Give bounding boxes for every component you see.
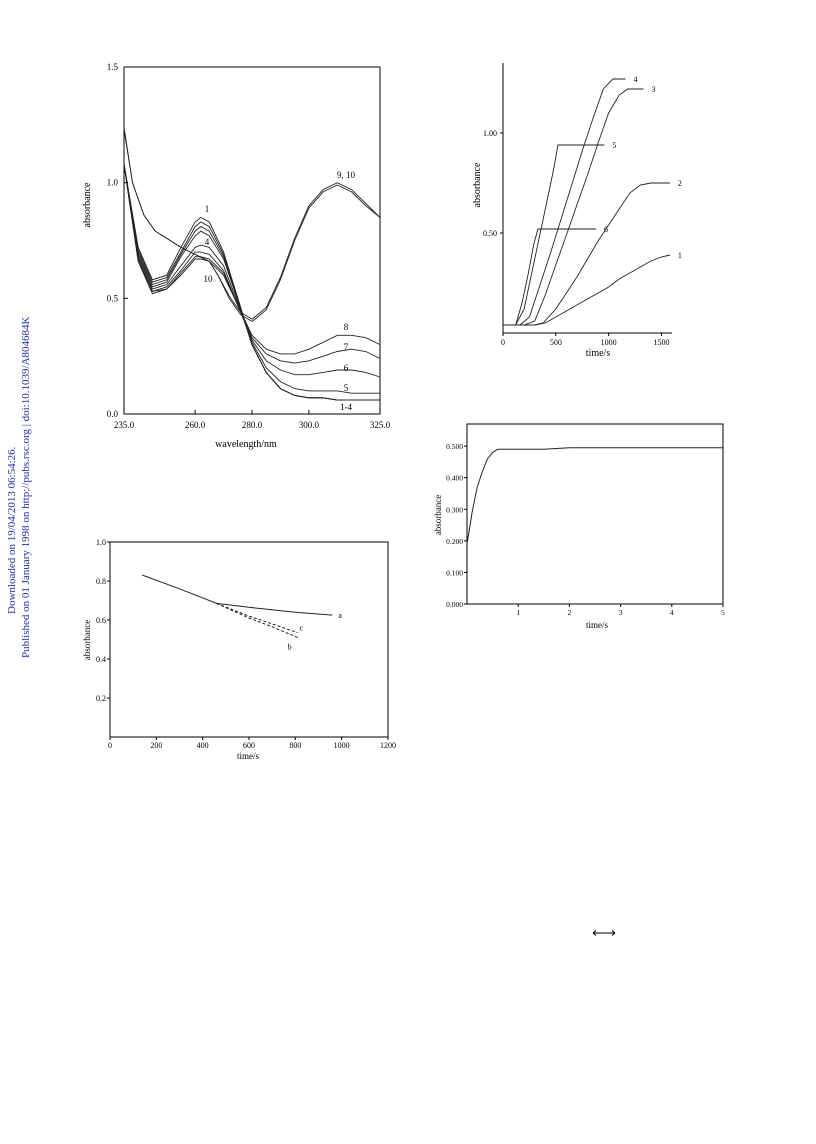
fast-ylabel: absorbance bbox=[433, 495, 443, 535]
decay-xtick-label-3: 600 bbox=[243, 741, 255, 750]
fast-ticks: 1 2 3 4 5 0.000 0.100 0.200 0.300 0.400 0.500 bbox=[446, 442, 725, 617]
spectra-series-9-10 bbox=[123, 129, 381, 323]
kinetics-xlabel: time/s bbox=[586, 348, 611, 359]
decay-ytick-label-2: 0.6 bbox=[96, 616, 106, 625]
curve-label-4: 4 bbox=[205, 237, 210, 247]
spectra-xtick-label-4: 325.0 bbox=[370, 420, 391, 430]
curve-label-5: 5 bbox=[344, 383, 349, 393]
kinetics-curve-label-4: 4 bbox=[634, 75, 638, 84]
decay-label-b: b bbox=[288, 643, 292, 652]
kinetics-series-3 bbox=[503, 88, 644, 326]
fast-ytick-label-4: 0.400 bbox=[446, 474, 463, 483]
curve-label-1-4: 1-4 bbox=[340, 402, 352, 412]
spectra-ytick-label-1: 0.5 bbox=[107, 293, 119, 303]
decay-xlabel: time/s bbox=[237, 751, 259, 761]
spectra-xtick-label-0: 235.0 bbox=[114, 420, 135, 430]
spectra-series-group bbox=[123, 127, 381, 401]
spectra-ytick-label-2: 1.0 bbox=[107, 178, 119, 188]
decay-label-c: c bbox=[300, 624, 304, 633]
spectra-series-2 bbox=[123, 164, 380, 401]
fast-xtick-label-4: 5 bbox=[721, 608, 725, 617]
kinetics-curve-label-1: 1 bbox=[678, 251, 682, 260]
kinetics-series-2 bbox=[503, 182, 670, 326]
decay-xtick-label-5: 1000 bbox=[334, 741, 350, 750]
decay-frame bbox=[109, 541, 389, 738]
fast-ytick-label-5: 0.500 bbox=[446, 442, 463, 451]
decay-xtick-label-4: 800 bbox=[289, 741, 301, 750]
fast-series-0 bbox=[466, 447, 723, 545]
spectra-chart: 235.0 260.0 280.0 300.0 325.0 0.0 0.5 1.0 1.5 wa… bbox=[82, 62, 391, 450]
spectra-xlabel: wavelength/nm bbox=[215, 439, 277, 450]
spectra-series-7 bbox=[123, 164, 381, 364]
spectra-series-10 bbox=[123, 127, 381, 320]
decay-series-b bbox=[216, 602, 298, 638]
fast-xtick-label-1: 2 bbox=[568, 608, 572, 617]
spectra-frame bbox=[123, 66, 381, 415]
kinetics-xtick-label-3: 1500 bbox=[653, 338, 669, 347]
curve-label-1: 1 bbox=[205, 204, 210, 214]
double-arrow-icon bbox=[592, 930, 616, 936]
decay-series-a bbox=[142, 574, 333, 616]
decay-ytick-label-1: 0.4 bbox=[96, 655, 106, 664]
fast-xtick-label-2: 3 bbox=[619, 608, 623, 617]
decay-xtick-label-1: 200 bbox=[150, 741, 162, 750]
kinetics-ticks: 0 500 1000 1500 0.50 1.00 bbox=[483, 129, 669, 347]
fast-xtick-label-3: 4 bbox=[670, 608, 674, 617]
fast-series-group bbox=[466, 447, 723, 545]
spectra-series-6 bbox=[123, 164, 381, 378]
spectra-ylabel: absorbance bbox=[82, 182, 93, 228]
kinetics-chart: 1 2 3 4 5 6 0 500 1000 1500 0.50 1.00 time/s absor… bbox=[472, 63, 682, 359]
decay-series-group: a b c bbox=[142, 574, 342, 652]
fast-ytick-label-0: 0.000 bbox=[446, 600, 463, 609]
decay-ytick-label-0: 0.2 bbox=[96, 694, 106, 703]
decay-ylabel: absorbance bbox=[82, 620, 92, 660]
fast-chart: 1 2 3 4 5 0.000 0.100 0.200 0.300 0.400 0.500 time… bbox=[433, 423, 725, 630]
spectra-series-1 bbox=[123, 164, 380, 401]
spectra-ytick-label-0: 0.0 bbox=[107, 409, 119, 419]
curve-label-6: 6 bbox=[344, 363, 349, 373]
kinetics-xtick-label-2: 1000 bbox=[601, 338, 617, 347]
decay-ticks: 0 200 400 600 800 1000 1200 0.2 0.4 0.6 0.8 1.0 bbox=[96, 538, 396, 750]
kinetics-xtick-label-1: 500 bbox=[550, 338, 562, 347]
spectra-xtick-label-3: 300.0 bbox=[299, 420, 320, 430]
spectra-series-8 bbox=[123, 164, 381, 355]
kinetics-ylabel: absorbance bbox=[472, 162, 483, 208]
fast-xtick-label-0: 1 bbox=[516, 608, 520, 617]
fast-ytick-label-3: 0.300 bbox=[446, 505, 463, 514]
spectra-series-3 bbox=[123, 164, 380, 401]
decay-series-c bbox=[216, 602, 298, 634]
curve-label-10: 10 bbox=[204, 274, 214, 284]
decay-xtick-label-6: 1200 bbox=[380, 741, 396, 750]
kinetics-curve-label-6: 6 bbox=[604, 225, 608, 234]
kinetics-series-4 bbox=[503, 78, 626, 326]
decay-xtick-label-2: 400 bbox=[197, 741, 209, 750]
spectra-xtick-label-1: 260.0 bbox=[185, 420, 206, 430]
kinetics-ytick-label-1: 1.00 bbox=[483, 129, 497, 138]
kinetics-curve-label-3: 3 bbox=[651, 85, 655, 94]
kinetics-xtick-label-0: 0 bbox=[501, 338, 505, 347]
kinetics-series-6 bbox=[503, 228, 596, 326]
decay-ytick-label-3: 0.8 bbox=[96, 577, 106, 586]
decay-chart: a b c 0 200 400 600 800 1000 1200 0.2 0.4 0.6 0.8 1.0… bbox=[82, 538, 396, 761]
curve-label-8: 8 bbox=[344, 322, 349, 332]
kinetics-series-group: 1 2 3 4 5 6 bbox=[503, 75, 682, 326]
fast-ytick-label-1: 0.100 bbox=[446, 568, 463, 577]
decay-label-a: a bbox=[338, 611, 342, 620]
decay-xtick-label-0: 0 bbox=[108, 741, 112, 750]
spectra-ticks: 235.0 260.0 280.0 300.0 325.0 0.0 0.5 1.0 1.5 bbox=[107, 62, 391, 430]
curve-label-7: 7 bbox=[344, 342, 349, 352]
fast-xlabel: time/s bbox=[586, 620, 608, 630]
fast-ytick-label-2: 0.200 bbox=[446, 537, 463, 546]
spectra-series-4 bbox=[123, 164, 380, 401]
kinetics-curve-label-2: 2 bbox=[678, 179, 682, 188]
decay-ytick-label-4: 1.0 bbox=[96, 538, 106, 547]
fast-frame bbox=[466, 423, 724, 605]
kinetics-ytick-label-0: 0.50 bbox=[483, 229, 497, 238]
spectra-xtick-label-2: 280.0 bbox=[242, 420, 263, 430]
kinetics-curve-label-5: 5 bbox=[612, 141, 616, 150]
spectra-ytick-label-3: 1.5 bbox=[107, 62, 119, 72]
curve-label-9-10: 9, 10 bbox=[337, 170, 356, 180]
